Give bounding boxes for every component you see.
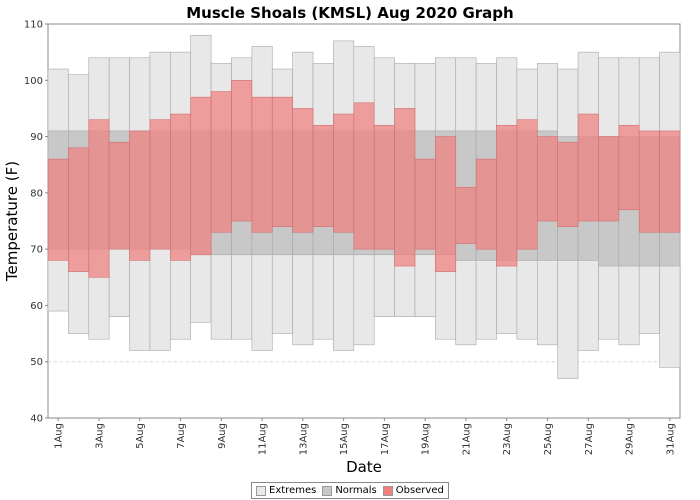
y-tick-label: 60: [30, 301, 43, 312]
observed-bar: [68, 147, 90, 272]
observed-bar: [496, 125, 518, 267]
observed-bar: [373, 125, 395, 250]
legend-label-observed: Observed: [395, 485, 444, 496]
x-tick-label: 17Aug: [380, 423, 391, 455]
observed-bar: [88, 119, 110, 278]
observed-bar: [414, 158, 436, 250]
x-axis-label: Date: [346, 458, 382, 476]
observed-bar: [149, 119, 171, 250]
x-tick-label: 23Aug: [502, 423, 513, 455]
legend-item-extremes: Extremes: [256, 485, 316, 496]
observed-bar: [557, 141, 579, 227]
y-tick-label: 70: [30, 245, 43, 256]
y-axis-ticks: 40 50 60 70 80 90 100 110: [24, 20, 48, 425]
legend: Extremes Normals Observed: [251, 482, 449, 499]
y-tick-label: 40: [30, 414, 43, 425]
observed-bar: [170, 113, 192, 261]
x-tick-label: 29Aug: [625, 423, 636, 455]
observed-bar: [577, 113, 599, 222]
observed-bar: [333, 113, 355, 233]
y-tick-label: 80: [30, 188, 43, 199]
x-axis-ticks: 1Aug 3Aug 5Aug 7Aug 9Aug 11Aug 13Aug 15Aug 17Aug…: [54, 418, 676, 455]
observed-bar: [638, 130, 660, 233]
chart-title: Muscle Shoals (KMSL) Aug 2020 Graph: [186, 4, 513, 22]
observed-bar: [271, 96, 293, 227]
legend-swatch-normals: [322, 485, 333, 496]
observed-bar: [516, 119, 538, 250]
legend-label-normals: Normals: [335, 485, 377, 496]
x-tick-label: 15Aug: [339, 423, 350, 455]
x-tick-label: 19Aug: [421, 423, 432, 455]
observed-bar: [659, 130, 681, 233]
y-tick-label: 90: [30, 132, 43, 143]
y-axis-label: Temperature (F): [3, 161, 21, 282]
legend-item-observed: Observed: [382, 485, 444, 496]
x-tick-label: 7Aug: [176, 423, 187, 449]
observed-bar: [108, 141, 130, 250]
x-tick-label: 27Aug: [584, 423, 595, 455]
x-tick-label: 11Aug: [258, 423, 269, 455]
x-tick-label: 5Aug: [135, 423, 146, 449]
observed-bar: [190, 96, 212, 256]
x-tick-label: 25Aug: [543, 423, 554, 455]
x-tick-label: 1Aug: [54, 423, 65, 449]
x-tick-label: 13Aug: [298, 423, 309, 455]
x-tick-label: 9Aug: [217, 423, 228, 449]
legend-item-normals: Normals: [322, 485, 377, 496]
observed-bars: [47, 79, 681, 278]
legend-swatch-observed: [382, 485, 393, 496]
observed-bar: [475, 158, 497, 250]
observed-bar: [231, 79, 253, 222]
observed-bar: [251, 96, 273, 233]
x-tick-label: 31Aug: [665, 423, 676, 455]
y-tick-label: 100: [24, 76, 43, 87]
observed-bar: [598, 136, 620, 222]
x-tick-label: 3Aug: [94, 423, 105, 449]
y-tick-label: 110: [24, 20, 43, 31]
observed-bar: [353, 102, 375, 250]
legend-swatch-extremes: [256, 485, 266, 496]
legend-label-extremes: Extremes: [269, 485, 317, 496]
y-tick-label: 50: [30, 357, 43, 368]
x-tick-label: 21Aug: [461, 423, 472, 455]
observed-bar: [455, 186, 477, 244]
observed-bar: [210, 91, 232, 233]
observed-bar: [292, 108, 314, 233]
observed-bar: [618, 125, 640, 211]
observed-bar: [435, 136, 457, 272]
observed-bar: [536, 136, 558, 222]
observed-bar: [394, 108, 416, 267]
observed-bar: [47, 158, 69, 261]
observed-bar: [129, 130, 151, 261]
observed-bar: [312, 125, 334, 227]
